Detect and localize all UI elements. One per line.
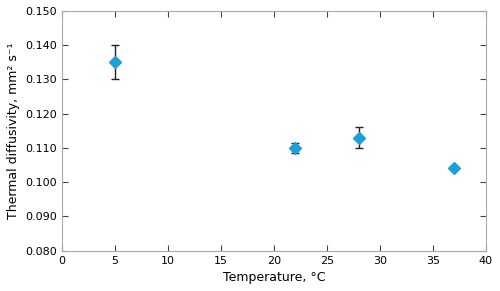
Y-axis label: Thermal diffusivity, mm² s⁻¹: Thermal diffusivity, mm² s⁻¹ [7,42,20,219]
X-axis label: Temperature, °C: Temperature, °C [223,271,326,284]
